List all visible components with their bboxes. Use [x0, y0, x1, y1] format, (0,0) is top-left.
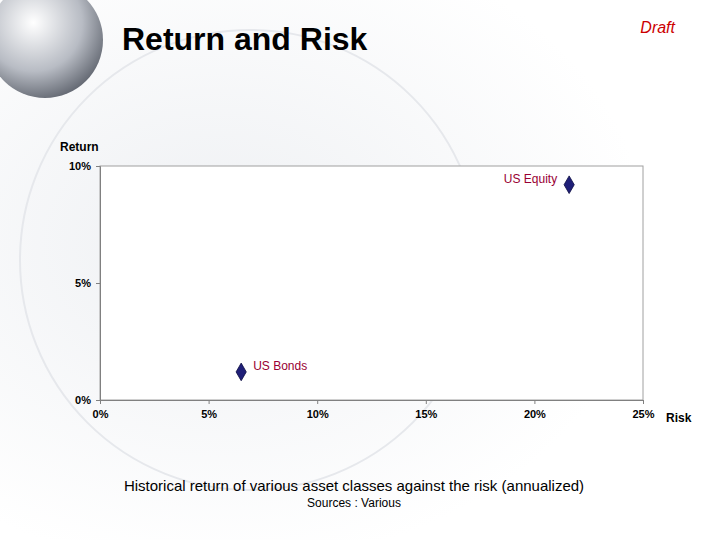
x-axis: 0% 5% 10% 15% 20% 25%	[93, 400, 655, 420]
point-label: US Equity	[504, 172, 557, 186]
y-tick: 0%	[75, 394, 100, 406]
x-axis-title: Risk	[666, 411, 692, 425]
x-tick-label: 15%	[415, 408, 437, 420]
x-tick-mark	[534, 400, 535, 404]
x-tick: 10%	[307, 400, 329, 420]
x-tick-label: 25%	[632, 408, 654, 420]
x-axis-line	[101, 401, 644, 405]
x-tick-mark	[209, 400, 210, 404]
y-tick-label: 0%	[75, 394, 91, 406]
point-label: US Bonds	[253, 359, 307, 373]
y-axis-title: Return	[60, 140, 99, 154]
x-tick: 5%	[201, 400, 217, 420]
background	[0, 0, 720, 540]
points	[236, 176, 574, 381]
x-tick-label: 0%	[93, 408, 109, 420]
source: Sources : Various	[307, 496, 401, 510]
x-tick-mark	[643, 400, 644, 404]
draft-note: Draft	[640, 19, 675, 36]
plot-area	[100, 166, 643, 400]
y-tick-mark	[96, 283, 100, 284]
y-tick-mark	[96, 400, 100, 401]
x-tick: 0%	[93, 400, 109, 420]
point	[564, 176, 574, 194]
x-tick: 20%	[524, 400, 546, 420]
title: Return and Risk	[122, 21, 368, 57]
y-tick-mark	[96, 166, 100, 167]
x-tick-mark	[426, 400, 427, 404]
x-tick: 15%	[415, 400, 437, 420]
x-tick-label: 10%	[307, 408, 329, 420]
x-tick-label: 20%	[524, 408, 546, 420]
x-tick: 25%	[632, 400, 654, 420]
y-tick-label: 5%	[75, 277, 91, 289]
x-tick-mark	[317, 400, 318, 404]
y-axis-line	[96, 167, 101, 401]
y-tick: 10%	[69, 160, 100, 172]
caption: Historical return of various asset class…	[124, 477, 584, 494]
x-tick-label: 5%	[201, 408, 217, 420]
point-labels: US Equity US Bonds	[253, 172, 557, 373]
y-axis: 0% 5% 10%	[69, 160, 101, 406]
y-tick: 5%	[75, 277, 100, 289]
chart: Return and Risk Draft 0% 5% 10% 15% 20% 25% 0% 5%…	[0, 0, 720, 540]
y-tick-label: 10%	[69, 160, 91, 172]
point	[236, 363, 246, 381]
globe-icon	[0, 0, 103, 98]
